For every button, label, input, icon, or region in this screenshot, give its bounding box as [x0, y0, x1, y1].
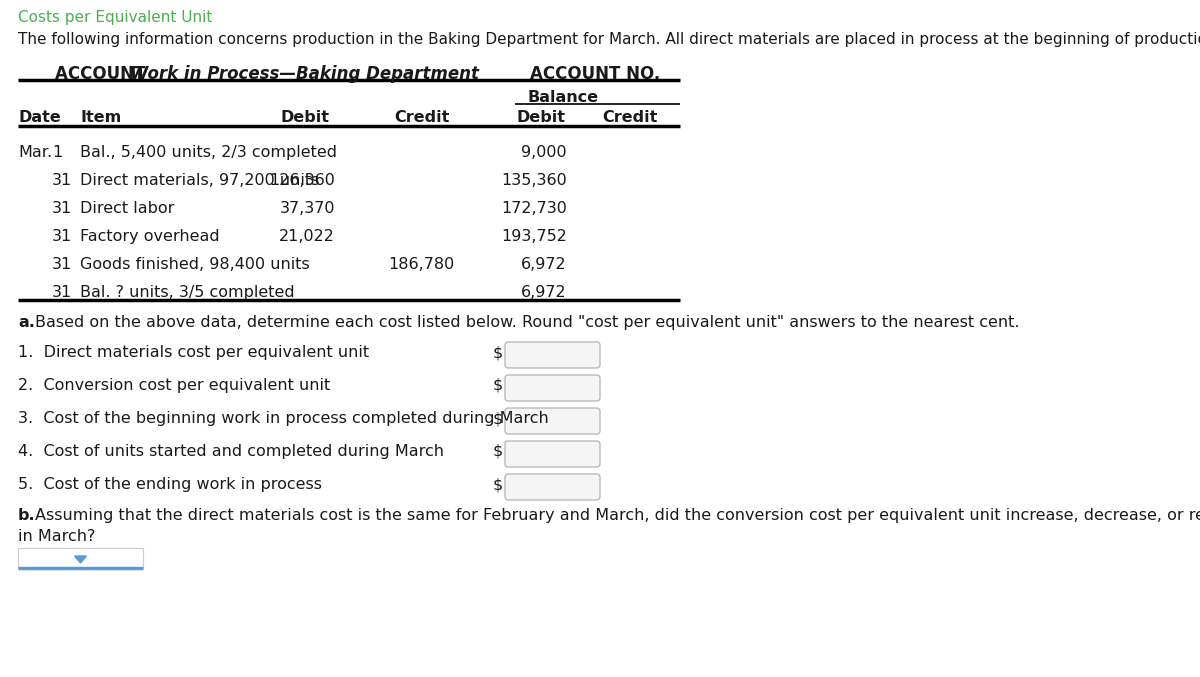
Text: Item: Item [80, 110, 121, 125]
Text: ACCOUNT NO.: ACCOUNT NO. [530, 65, 660, 83]
Text: Credit: Credit [395, 110, 450, 125]
Text: 1.  Direct materials cost per equivalent unit: 1. Direct materials cost per equivalent … [18, 345, 370, 360]
Text: Bal. ? units, 3/5 completed: Bal. ? units, 3/5 completed [80, 285, 295, 300]
Text: $: $ [493, 378, 503, 393]
Polygon shape [74, 556, 86, 563]
Text: Goods finished, 98,400 units: Goods finished, 98,400 units [80, 257, 310, 272]
Text: 3.  Cost of the beginning work in process completed during March: 3. Cost of the beginning work in process… [18, 411, 548, 426]
Text: 9,000: 9,000 [521, 145, 568, 160]
Text: 5.  Cost of the ending work in process: 5. Cost of the ending work in process [18, 477, 322, 492]
Text: 37,370: 37,370 [280, 201, 335, 216]
FancyBboxPatch shape [505, 342, 600, 368]
Text: 6,972: 6,972 [521, 257, 568, 272]
Text: Mar.: Mar. [18, 145, 52, 160]
Text: a.: a. [18, 315, 35, 330]
Text: $: $ [493, 444, 503, 459]
Text: Balance: Balance [528, 90, 599, 105]
Text: 1: 1 [52, 145, 62, 160]
Text: 31: 31 [52, 257, 72, 272]
Text: 172,730: 172,730 [502, 201, 568, 216]
Text: 31: 31 [52, 285, 72, 300]
Text: The following information concerns production in the Baking Department for March: The following information concerns produ… [18, 32, 1200, 47]
Text: Factory overhead: Factory overhead [80, 229, 220, 244]
Text: $: $ [493, 477, 503, 492]
Text: Based on the above data, determine each cost listed below. Round "cost per equiv: Based on the above data, determine each … [35, 315, 1020, 330]
Text: Direct materials, 97,200 units: Direct materials, 97,200 units [80, 173, 319, 188]
FancyBboxPatch shape [505, 441, 600, 467]
Text: b.: b. [18, 508, 36, 523]
Text: 4.  Cost of units started and completed during March: 4. Cost of units started and completed d… [18, 444, 444, 459]
Bar [18, 548, 143, 568]
Text: Debit: Debit [281, 110, 330, 125]
Text: 126,360: 126,360 [269, 173, 335, 188]
Text: $: $ [493, 345, 503, 360]
FancyBboxPatch shape [505, 474, 600, 500]
Text: 193,752: 193,752 [502, 229, 568, 244]
Text: 2.  Conversion cost per equivalent unit: 2. Conversion cost per equivalent unit [18, 378, 330, 393]
Text: 31: 31 [52, 173, 72, 188]
Text: 6,972: 6,972 [521, 285, 568, 300]
FancyBboxPatch shape [505, 408, 600, 434]
Text: 31: 31 [52, 229, 72, 244]
Text: 186,780: 186,780 [389, 257, 455, 272]
Text: Direct labor: Direct labor [80, 201, 174, 216]
Text: Costs per Equivalent Unit: Costs per Equivalent Unit [18, 10, 212, 25]
Text: $: $ [493, 411, 503, 426]
Text: Assuming that the direct materials cost is the same for February and March, did : Assuming that the direct materials cost … [35, 508, 1200, 523]
Text: Credit: Credit [602, 110, 658, 125]
Text: Bal., 5,400 units, 2/3 completed: Bal., 5,400 units, 2/3 completed [80, 145, 337, 160]
FancyBboxPatch shape [505, 375, 600, 401]
Text: 135,360: 135,360 [502, 173, 568, 188]
Text: Work in Process—Baking Department: Work in Process—Baking Department [130, 65, 479, 83]
Text: 21,022: 21,022 [280, 229, 335, 244]
Text: ACCOUNT: ACCOUNT [55, 65, 151, 83]
Text: in March?: in March? [18, 529, 95, 544]
Text: 31: 31 [52, 201, 72, 216]
Text: Date: Date [18, 110, 61, 125]
Text: Debit: Debit [516, 110, 565, 125]
